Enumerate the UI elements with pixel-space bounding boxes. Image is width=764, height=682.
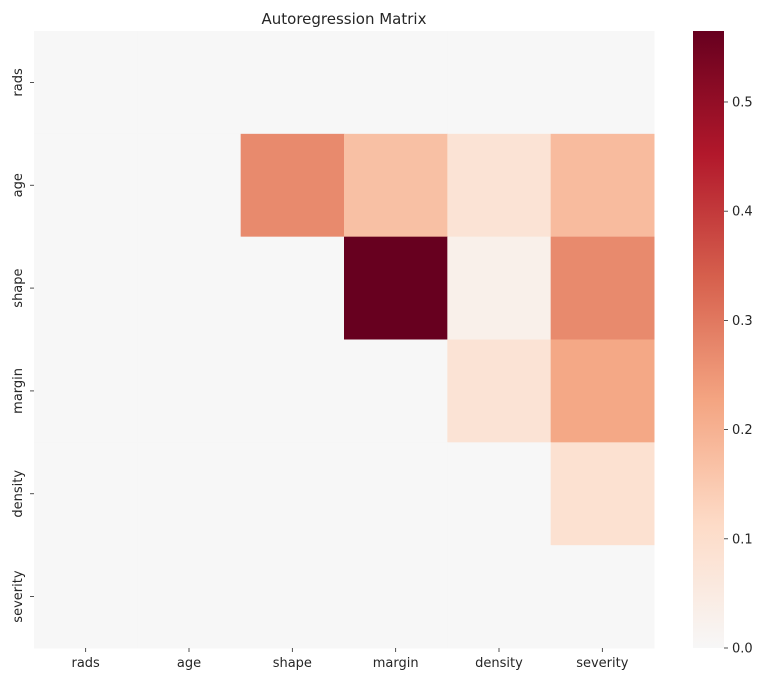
- x-tick-label: density: [475, 656, 523, 671]
- heatmap-cell: [240, 133, 345, 238]
- y-tick-label: density: [11, 470, 26, 518]
- heatmap-cell: [550, 442, 655, 546]
- heatmap-cell: [550, 545, 655, 649]
- heatmap-cell: [137, 442, 242, 546]
- y-tick-label: margin: [11, 368, 26, 414]
- heatmap-cell: [34, 31, 138, 135]
- chart-title: Autoregression Matrix: [262, 10, 427, 28]
- heatmap-cell: [447, 442, 552, 546]
- heatmap-cells: [34, 31, 655, 649]
- heatmap-cell: [447, 133, 552, 238]
- heatmap-cell: [240, 339, 345, 443]
- heatmap-cell: [240, 545, 345, 649]
- heatmap-cell: [550, 236, 655, 340]
- heatmap-cell: [550, 133, 655, 238]
- heatmap-cell: [344, 339, 448, 443]
- heatmap-cell: [137, 236, 242, 340]
- colorbar-tick-label: 0.5: [732, 95, 753, 110]
- x-tick-label: margin: [373, 656, 419, 671]
- heatmap-cell: [447, 31, 552, 135]
- y-tick-label: shape: [11, 268, 26, 307]
- heatmap-cell: [344, 236, 448, 340]
- heatmap-cell: [344, 442, 448, 546]
- heatmap-cell: [34, 236, 138, 340]
- heatmap-cell: [137, 339, 242, 443]
- heatmap-cell: [550, 31, 655, 135]
- x-axis: rads age shape margin density severity: [71, 648, 629, 671]
- y-tick-label: age: [11, 173, 26, 197]
- heatmap-cell: [240, 31, 345, 135]
- heatmap-cell: [344, 31, 448, 135]
- heatmap-cell: [240, 442, 345, 546]
- x-tick-label: rads: [71, 656, 100, 671]
- colorbar-tick-label: 0.4: [732, 205, 753, 220]
- heatmap-cell: [447, 545, 552, 649]
- heatmap-cell: [34, 339, 138, 443]
- heatmap-cell: [344, 133, 448, 238]
- x-tick-label: shape: [273, 656, 312, 671]
- heatmap-cell: [550, 339, 655, 443]
- y-tick-label: severity: [11, 570, 26, 623]
- colorbar-tick-label: 0.1: [732, 532, 753, 547]
- heatmap-cell: [344, 545, 448, 649]
- heatmap-cell: [240, 236, 345, 340]
- colorbar-tick-label: 0.2: [732, 423, 753, 438]
- heatmap-cell: [34, 442, 138, 546]
- x-tick-label: age: [177, 656, 201, 671]
- colorbar: [693, 31, 724, 648]
- heatmap-cell: [447, 339, 552, 443]
- y-axis: rads age shape margin density severity: [11, 68, 34, 623]
- heatmap-cell: [137, 133, 242, 238]
- y-tick-label: rads: [11, 68, 26, 97]
- x-tick-label: severity: [576, 656, 629, 671]
- heatmap-cell: [137, 545, 242, 649]
- colorbar-tick-label: 0.0: [732, 642, 753, 657]
- colorbar-ticks: 0.0 0.1 0.2 0.3 0.4 0.5: [724, 95, 753, 657]
- heatmap-cell: [447, 236, 552, 340]
- heatmap-cell: [34, 133, 138, 238]
- heatmap-cell: [137, 31, 242, 135]
- colorbar-tick-label: 0.3: [732, 314, 753, 329]
- heatmap-cell: [34, 545, 138, 649]
